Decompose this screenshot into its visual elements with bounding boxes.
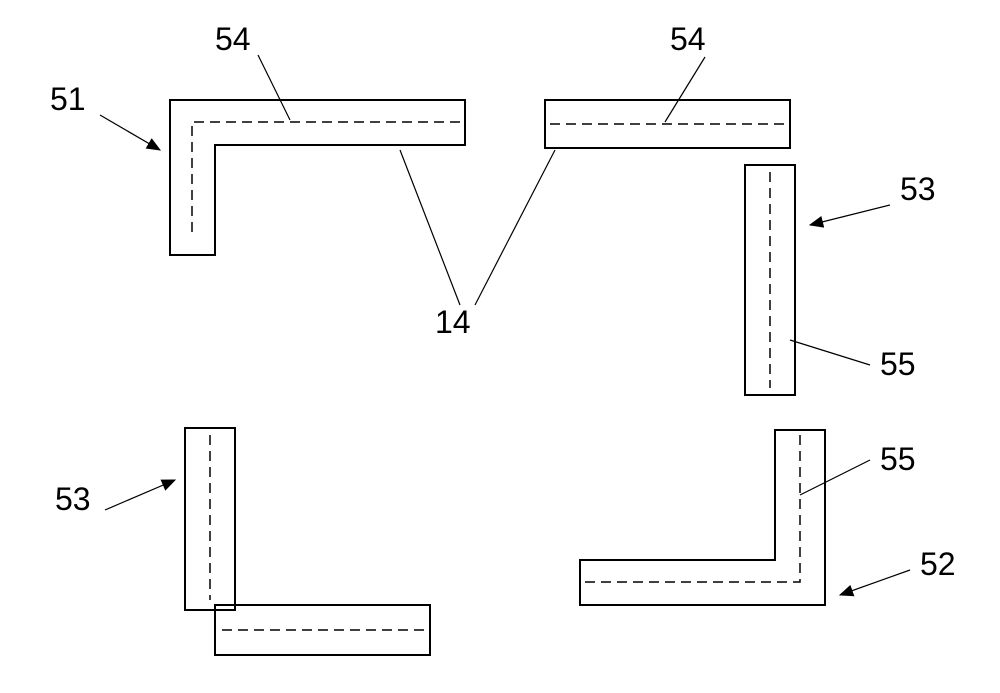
label-L54a: 54 [215,21,251,57]
bracket-bottom-right-outer [580,430,825,605]
leader-l53a [810,205,890,225]
label-L14: 14 [435,304,471,340]
leader-l14a [400,150,460,305]
leader-l14b [475,150,555,305]
label-L51: 51 [50,81,86,117]
technical-diagram: 54 54 51 14 53 55 53 55 52 [0,0,1000,693]
label-L53b: 53 [55,481,91,517]
leader-l54b [665,57,705,122]
label-L53a: 53 [900,171,936,207]
label-L55a: 55 [880,346,916,382]
leader-lines [100,55,910,595]
bracket-top-left-hidden [192,122,460,232]
label-L52: 52 [920,546,956,582]
leader-l53b [105,480,175,510]
leader-l52 [840,570,910,595]
bracket-top-right-vert-outer [745,165,795,395]
label-L55b: 55 [880,441,916,477]
bracket-top-left-outer [170,100,465,255]
label-L54b: 54 [670,21,706,57]
leader-l55b [800,460,870,495]
leader-l55a [790,340,870,365]
leader-l51 [100,115,160,150]
leader-l54a [258,55,290,120]
